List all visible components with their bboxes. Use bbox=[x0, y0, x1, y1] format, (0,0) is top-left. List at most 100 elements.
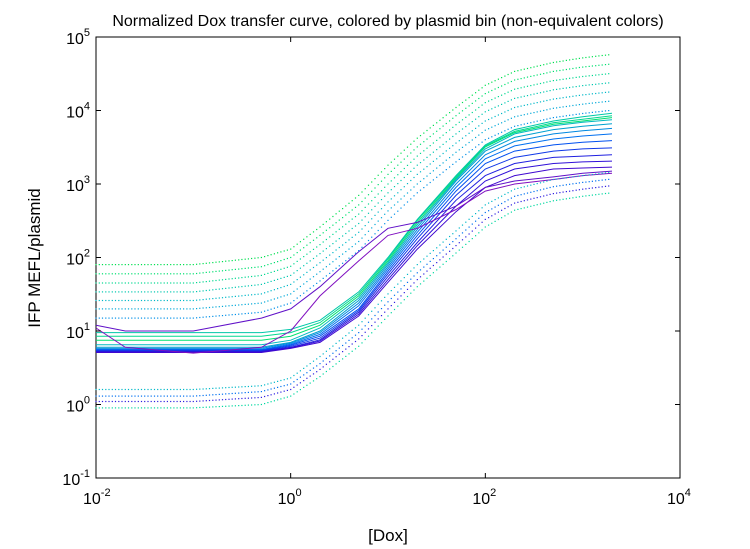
series-point bbox=[176, 400, 178, 403]
series-point bbox=[601, 64, 603, 66]
series-point bbox=[400, 280, 402, 282]
series-point bbox=[572, 176, 574, 178]
series-point bbox=[371, 332, 373, 334]
series-point bbox=[591, 84, 593, 86]
series-point bbox=[471, 121, 473, 123]
series-point bbox=[380, 322, 383, 324]
series-point bbox=[475, 109, 477, 111]
series-point bbox=[183, 400, 185, 403]
series-point bbox=[442, 125, 444, 127]
series-point bbox=[410, 170, 412, 172]
series-point bbox=[536, 74, 538, 76]
series-point bbox=[598, 186, 600, 188]
series-point bbox=[507, 73, 509, 76]
series-point bbox=[221, 288, 224, 290]
series-point bbox=[329, 355, 331, 357]
series-point bbox=[575, 95, 577, 97]
series-point bbox=[351, 255, 353, 257]
series-point bbox=[283, 295, 285, 297]
series-point bbox=[231, 278, 233, 280]
series-point bbox=[559, 192, 561, 194]
series-point bbox=[293, 254, 295, 256]
series-point bbox=[228, 278, 230, 280]
series-19 bbox=[95, 100, 610, 310]
series-point bbox=[458, 242, 460, 244]
series-point bbox=[338, 353, 340, 355]
series-point bbox=[118, 308, 120, 310]
series-point bbox=[549, 71, 551, 73]
series-point bbox=[137, 388, 139, 391]
series-point bbox=[283, 304, 285, 306]
y-tick-label: 105 bbox=[66, 27, 90, 48]
series-point bbox=[436, 269, 438, 271]
series-point bbox=[598, 179, 600, 182]
series-point bbox=[552, 98, 554, 100]
series-point bbox=[491, 208, 493, 210]
series-point bbox=[436, 139, 438, 141]
series-point bbox=[413, 176, 415, 179]
series-point bbox=[183, 282, 185, 284]
series-point bbox=[449, 243, 451, 245]
series-point bbox=[140, 317, 143, 319]
series-point bbox=[501, 85, 503, 87]
series-point bbox=[111, 395, 113, 397]
series-line bbox=[96, 133, 613, 350]
series-point bbox=[338, 360, 340, 362]
series-point bbox=[247, 391, 249, 393]
series-point bbox=[491, 99, 493, 101]
series-point bbox=[471, 223, 473, 225]
series-point bbox=[384, 318, 386, 320]
series-point bbox=[436, 149, 438, 151]
series-point bbox=[514, 70, 516, 72]
series-point bbox=[364, 234, 366, 236]
series-point bbox=[423, 273, 425, 275]
series-point bbox=[507, 91, 509, 93]
series-point bbox=[481, 207, 483, 209]
series-point bbox=[296, 243, 298, 245]
series-point bbox=[228, 305, 230, 307]
series-point bbox=[608, 54, 610, 56]
series-point bbox=[377, 325, 379, 327]
series-point bbox=[296, 260, 298, 262]
series-point bbox=[264, 273, 266, 275]
series-point bbox=[591, 65, 593, 67]
series-point bbox=[254, 385, 256, 387]
series-point bbox=[455, 238, 457, 240]
series-point bbox=[377, 202, 379, 204]
series-point bbox=[400, 288, 402, 290]
series-point bbox=[562, 115, 564, 117]
series-point bbox=[439, 252, 441, 254]
series-point bbox=[442, 143, 444, 145]
series-point bbox=[380, 300, 383, 302]
series-point bbox=[157, 395, 159, 397]
series-point bbox=[267, 383, 269, 385]
series-point bbox=[465, 229, 467, 231]
series-point bbox=[153, 291, 156, 293]
series-point bbox=[478, 210, 480, 212]
series-point bbox=[439, 259, 441, 261]
series-point bbox=[322, 353, 324, 355]
series-point bbox=[140, 282, 143, 284]
series-point bbox=[393, 167, 396, 169]
series-point bbox=[247, 258, 249, 260]
series-point bbox=[147, 308, 149, 310]
series-point bbox=[137, 407, 139, 409]
series-point bbox=[458, 140, 460, 142]
series-point bbox=[449, 235, 451, 238]
series-point bbox=[303, 265, 305, 267]
series-point bbox=[598, 173, 600, 175]
series-point bbox=[351, 343, 353, 345]
series-point bbox=[114, 273, 117, 275]
series-point bbox=[277, 288, 279, 290]
series-point bbox=[322, 259, 324, 261]
series-point bbox=[166, 395, 168, 397]
series-point bbox=[270, 401, 272, 403]
series-point bbox=[95, 282, 97, 284]
series-point bbox=[348, 248, 350, 250]
series-point bbox=[384, 213, 386, 215]
series-point bbox=[205, 281, 207, 283]
series-point bbox=[267, 264, 269, 266]
y-tick-label: 102 bbox=[66, 248, 90, 269]
series-point bbox=[118, 273, 120, 275]
